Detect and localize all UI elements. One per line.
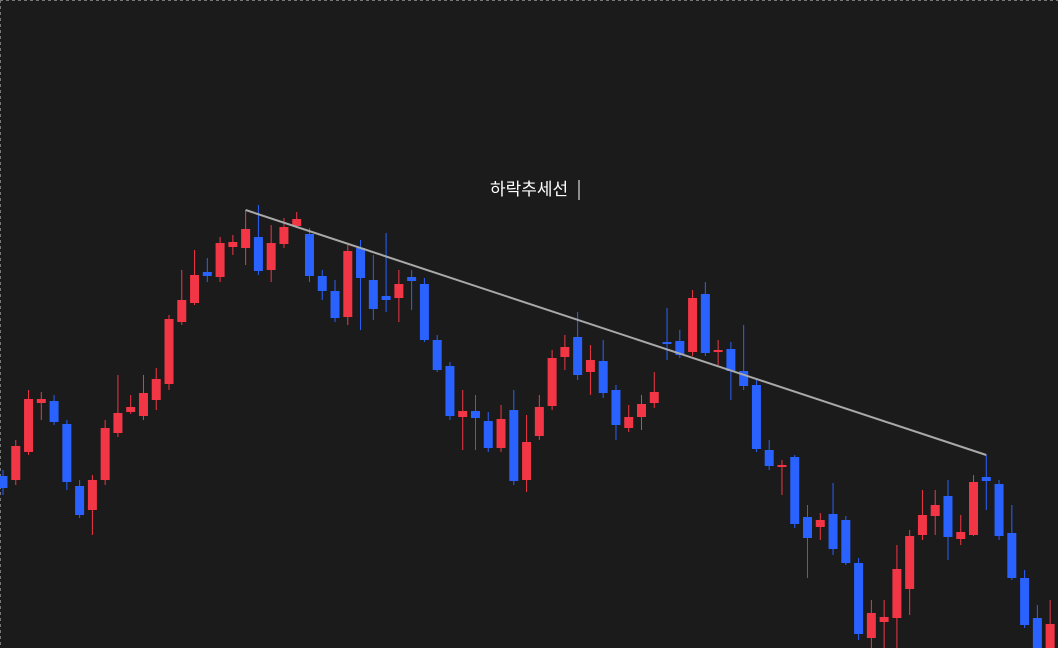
candle-body bbox=[943, 496, 953, 537]
candle-body bbox=[637, 404, 646, 417]
candle-body bbox=[841, 520, 851, 563]
candle-body bbox=[151, 379, 161, 400]
candle-body bbox=[930, 505, 940, 516]
candle-body bbox=[368, 280, 378, 309]
candle-body bbox=[292, 219, 302, 226]
candle-body bbox=[470, 411, 480, 418]
candle-body bbox=[190, 275, 200, 303]
candle-body bbox=[407, 277, 417, 281]
candle-body bbox=[62, 424, 72, 482]
candle-body bbox=[917, 515, 927, 535]
candle-body bbox=[202, 272, 212, 276]
candle-body bbox=[777, 465, 787, 467]
candle-body bbox=[419, 284, 429, 340]
candle-body bbox=[994, 484, 1004, 536]
candle-body bbox=[215, 243, 225, 277]
candle-body bbox=[317, 276, 327, 291]
candle-body bbox=[649, 392, 659, 403]
candle-body bbox=[547, 358, 557, 406]
candle-body bbox=[279, 227, 289, 244]
candle-body bbox=[828, 514, 838, 549]
candle-body bbox=[713, 350, 723, 352]
candle-body bbox=[879, 617, 889, 622]
candle-body bbox=[509, 410, 519, 481]
candle-body bbox=[534, 407, 544, 436]
candle-body bbox=[394, 284, 404, 298]
candle-body bbox=[675, 341, 685, 355]
candle-body bbox=[356, 248, 366, 278]
candle-body bbox=[854, 563, 864, 634]
candle-body bbox=[36, 399, 46, 403]
candle-body bbox=[662, 342, 672, 344]
candle-body bbox=[981, 477, 991, 481]
candle-body bbox=[496, 419, 506, 448]
candle-body bbox=[253, 237, 263, 271]
candles bbox=[0, 205, 1055, 648]
candle-body bbox=[764, 450, 774, 466]
candle-body bbox=[483, 421, 493, 448]
candle-body bbox=[113, 413, 123, 433]
candle-body bbox=[969, 482, 979, 535]
candle-body bbox=[138, 393, 148, 416]
candle-body bbox=[522, 442, 532, 480]
candle-body bbox=[905, 536, 915, 589]
candle-body bbox=[330, 291, 340, 318]
candle-body bbox=[560, 347, 570, 357]
candle-body bbox=[228, 242, 238, 247]
candle-body bbox=[573, 337, 583, 375]
candle-body bbox=[790, 457, 800, 524]
candle-body bbox=[241, 229, 251, 248]
candle-body bbox=[726, 349, 736, 371]
candle-body bbox=[432, 340, 442, 370]
candle-body bbox=[266, 243, 276, 270]
candle-body bbox=[0, 476, 8, 488]
candle-body bbox=[445, 366, 455, 416]
candle-body bbox=[751, 385, 761, 449]
candle-body bbox=[611, 390, 621, 425]
annotation: 하락추세선 bbox=[490, 180, 568, 200]
candle-body bbox=[624, 417, 634, 428]
candle-body bbox=[126, 407, 136, 412]
candle-body bbox=[866, 613, 876, 638]
candle-body bbox=[11, 446, 21, 480]
candle-body bbox=[700, 294, 710, 353]
candle-body bbox=[585, 360, 595, 372]
candle-body bbox=[739, 371, 749, 386]
candle-body bbox=[598, 361, 608, 393]
candle-body bbox=[803, 517, 813, 538]
trend-line bbox=[245, 209, 987, 456]
candle-body bbox=[75, 486, 85, 515]
candle-body bbox=[815, 520, 825, 527]
candle-body bbox=[343, 251, 353, 317]
candle-body bbox=[24, 399, 34, 452]
candle-body bbox=[381, 296, 391, 300]
candle-body bbox=[956, 532, 966, 539]
candle-body bbox=[458, 411, 468, 417]
candle-body bbox=[1032, 618, 1042, 648]
candle-body bbox=[892, 569, 902, 618]
candle-body bbox=[87, 480, 97, 510]
candle-body bbox=[1045, 624, 1055, 648]
candle-body bbox=[49, 401, 59, 422]
candle-body bbox=[100, 428, 110, 480]
candle-body bbox=[1007, 533, 1017, 578]
candle-body bbox=[304, 234, 314, 276]
candle-body bbox=[688, 298, 698, 352]
candle-body bbox=[177, 300, 187, 322]
candle-body bbox=[164, 319, 174, 384]
candle-body bbox=[1020, 578, 1030, 625]
